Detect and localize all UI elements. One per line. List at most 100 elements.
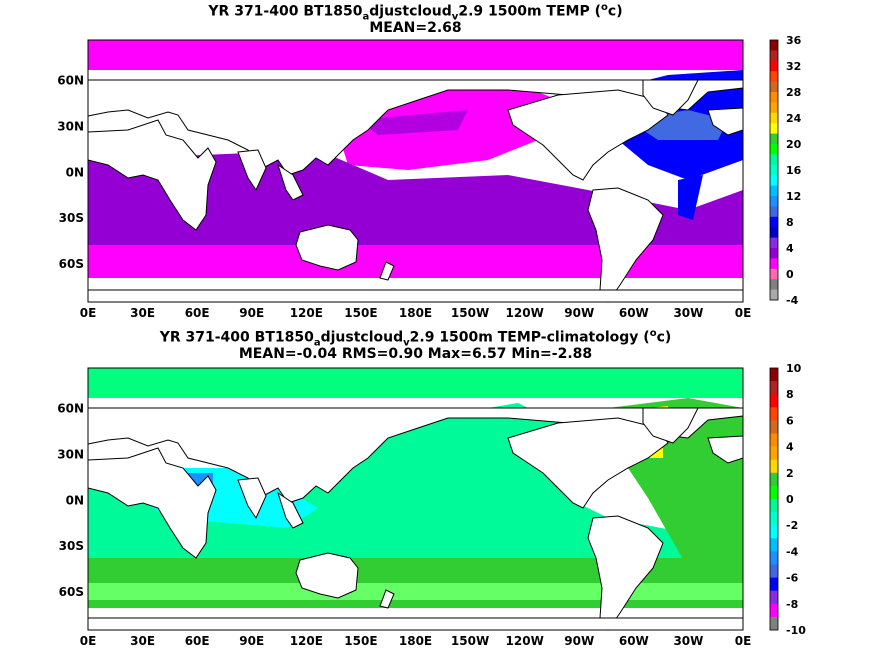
panel1-title: YR 371-400 BT1850adjustcloudv2.9 1500m T…: [208, 2, 623, 23]
colorbar-swatch: [770, 538, 778, 552]
colorbar-swatch: [770, 420, 778, 434]
x-tick-label: 180E: [399, 306, 432, 320]
colorbar-tick-label: -6: [786, 572, 799, 585]
colorbar-swatch: [770, 144, 778, 155]
colorbar-swatch: [770, 446, 778, 461]
colorbar-swatch: [770, 185, 778, 197]
colorbar-swatch: [770, 381, 778, 395]
x-tick-label: 150E: [344, 306, 377, 320]
colorbar-tick-label: 8: [786, 216, 794, 229]
colorbar-tick-label: 20: [786, 138, 802, 151]
colorbar-swatch: [770, 227, 778, 239]
colorbar-swatch: [770, 196, 778, 207]
p1-polar-band: [88, 40, 743, 70]
x-tick-label: 60E: [185, 634, 210, 648]
colorbar-tick-label: 32: [786, 60, 801, 73]
x-tick-label: 30E: [130, 306, 155, 320]
colorbar-swatch: [770, 237, 778, 249]
colorbar-swatch: [770, 603, 778, 618]
colorbar-swatch: [770, 368, 778, 382]
x-tick-label: 90W: [564, 306, 594, 320]
y-tick-label: 60N: [57, 74, 84, 88]
colorbar-swatch: [770, 590, 778, 605]
x-tick-label: 150W: [451, 634, 489, 648]
colorbar-swatch: [770, 525, 778, 539]
colorbar-panel1: 36 32 28 24 20 16 12 8 4 0 -4: [769, 34, 802, 307]
colorbar-swatch: [770, 248, 778, 259]
y-tick-label: 60S: [59, 257, 84, 271]
x-tick-label: 90E: [239, 634, 264, 648]
x-tick-label: 0E: [80, 306, 97, 320]
x-tick-label: 120W: [506, 634, 544, 648]
colorbar-tick-label: 4: [786, 242, 794, 255]
colorbar-tick-label: 6: [786, 414, 794, 427]
colorbar-swatch: [770, 133, 778, 145]
colorbar-swatch: [770, 289, 778, 301]
colorbar-swatch: [770, 50, 778, 62]
x-tick-label: 150W: [451, 306, 489, 320]
colorbar-swatch: [770, 206, 778, 218]
axis-labels: 0E 30E 60E 90E 120E 150E 180E 150W 120W 90W 60W 30W…: [57, 74, 751, 648]
colorbar-tick-label: 16: [786, 164, 802, 177]
colorbar-tick-label: 12: [786, 190, 801, 203]
colorbar-swatch: [770, 512, 778, 526]
x-tick-label: 30W: [673, 634, 703, 648]
colorbar-swatch: [770, 123, 778, 135]
y-tick-label: 0N: [66, 493, 84, 507]
p1-np-core: [358, 110, 468, 135]
x-tick-label: 120E: [290, 634, 323, 648]
p2-south-lightgreen: [88, 583, 743, 600]
colorbar-swatch: [770, 433, 778, 448]
y-tick-label: 30S: [59, 211, 84, 225]
x-tick-label: 150E: [344, 634, 377, 648]
colorbar-tick-label: -4: [786, 294, 799, 307]
x-tick-label: 180E: [399, 634, 432, 648]
colorbar-swatch: [770, 577, 778, 592]
colorbar-swatch: [770, 216, 778, 228]
y-tick-label: 30S: [59, 539, 84, 553]
colorbar-swatch: [770, 407, 778, 421]
x-tick-label: 120E: [290, 306, 323, 320]
colorbar-swatch: [770, 175, 778, 187]
colorbar-tick-label: 4: [786, 441, 794, 454]
colorbar-swatch: [770, 279, 778, 291]
colorbar-tick-label: -10: [786, 624, 806, 637]
colorbar-tick-label: 36: [786, 34, 802, 47]
x-tick-label: 0E: [80, 634, 97, 648]
x-tick-label: 90W: [564, 634, 594, 648]
x-tick-label: 30W: [673, 306, 703, 320]
panel2-title: YR 371-400 BT1850adjustcloudv2.9 1500m T…: [159, 328, 672, 349]
colorbar-swatch: [770, 551, 778, 565]
colorbar-swatch: [770, 268, 778, 280]
y-tick-label: 30N: [57, 447, 84, 461]
colorbar-tick-label: 10: [786, 362, 802, 375]
y-tick-label: 0N: [66, 165, 84, 179]
colorbar-swatch: [770, 102, 778, 114]
colorbar-tick-label: 2: [786, 467, 794, 480]
colorbar-tick-label: -8: [786, 598, 798, 611]
colorbar-swatch: [770, 258, 778, 270]
y-tick-label: 30N: [57, 119, 84, 133]
colorbar-swatch: [770, 564, 778, 579]
colorbar-swatch: [770, 499, 778, 513]
colorbar-swatch: [770, 164, 778, 176]
x-tick-label: 60W: [619, 634, 649, 648]
colorbar-swatch: [770, 112, 778, 124]
p1-south-ring: [88, 245, 743, 278]
colorbar-tick-label: -4: [786, 545, 799, 558]
p2-polar-band: [88, 368, 743, 398]
x-tick-label: 0E: [735, 634, 752, 648]
colorbar-tick-label: 28: [786, 86, 801, 99]
x-tick-label: 90E: [239, 306, 264, 320]
colorbar-swatch: [770, 616, 778, 631]
panel2-stats: MEAN=-0.04 RMS=0.90 Max=6.57 Min=-2.88: [238, 346, 593, 362]
colorbar-tick-label: 0: [786, 268, 794, 281]
colorbar-swatch: [770, 60, 778, 72]
colorbar-swatch: [770, 394, 778, 408]
colorbar-swatch: [770, 154, 778, 166]
x-tick-label: 60W: [619, 306, 649, 320]
panel1-map: [87, 39, 744, 303]
colorbar-panel2: 10 8 6 4 2 0 -2 -4 -6 -8 -10: [769, 362, 806, 637]
panel1-stats: MEAN=2.68: [369, 20, 462, 36]
